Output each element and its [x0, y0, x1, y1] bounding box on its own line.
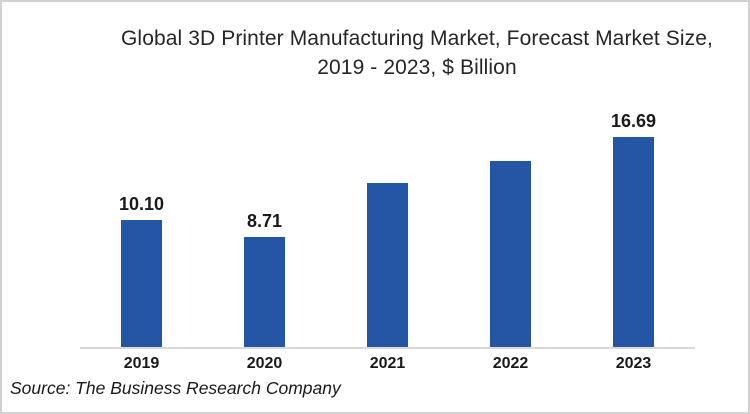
source-note: Source: The Business Research Company — [10, 378, 341, 398]
x-axis-label-2022: 2022 — [492, 355, 529, 372]
x-axis-label-2019: 2019 — [123, 355, 160, 372]
x-axis-label-2021: 2021 — [369, 355, 406, 372]
bar-2021 — [367, 183, 408, 347]
bar-value-label-2023: 16.69 — [610, 110, 657, 131]
bar-2020 — [244, 237, 285, 347]
bar-2023 — [613, 136, 654, 347]
bar-2022 — [490, 160, 531, 347]
bar-value-label-2020: 8.71 — [246, 211, 283, 232]
bar-value-label-2019: 10.10 — [118, 193, 165, 214]
bar-2019 — [121, 219, 162, 347]
x-axis-line — [80, 347, 695, 349]
x-axis-label-2023: 2023 — [615, 355, 652, 372]
x-axis-label-2020: 2020 — [246, 355, 283, 372]
chart-title: Global 3D Printer Manufacturing Market, … — [121, 27, 713, 79]
